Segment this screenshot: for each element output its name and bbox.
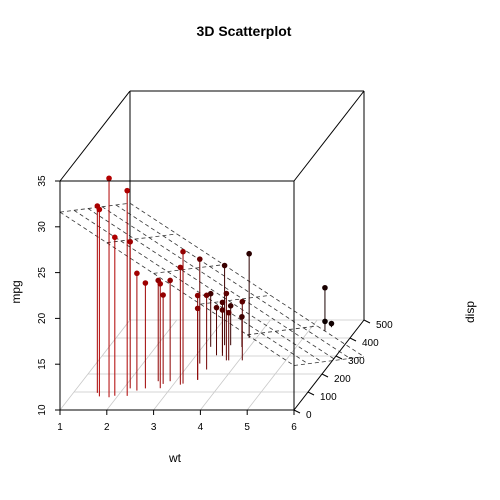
z-tick-label: 15 (37, 358, 48, 370)
x-tick-label: 3 (151, 422, 157, 433)
y-tick (321, 373, 329, 378)
data-point (196, 256, 203, 262)
data-point (177, 264, 184, 271)
x-tick-label: 4 (198, 422, 204, 433)
box-front-edges (59, 180, 365, 411)
y-tick-label: 0 (306, 410, 312, 421)
data-point (239, 298, 246, 305)
z-tick-label: 25 (37, 267, 48, 279)
data-points (94, 175, 335, 327)
data-point (225, 309, 232, 316)
floor-gridline-x (246, 319, 318, 411)
y-tick (349, 337, 357, 342)
data-point (227, 303, 234, 309)
y-tick-label: 100 (320, 392, 337, 403)
plane-gridline (59, 202, 131, 213)
data-point (203, 292, 210, 299)
plane-gridline (59, 211, 295, 366)
y-tick-label: 200 (334, 374, 351, 385)
plane-gridline (153, 264, 224, 274)
data-point (157, 280, 164, 287)
x-tick-label: 2 (104, 422, 110, 433)
plane-gridline (293, 356, 365, 366)
plane-gridline (115, 204, 351, 359)
y-axis-label: disp (463, 301, 477, 323)
data-point (239, 313, 245, 320)
data-point (124, 187, 130, 194)
regression-plane (59, 202, 365, 366)
y-tick-label: 500 (376, 320, 393, 331)
data-point (328, 320, 335, 327)
y-axis: 0 100 200 300 400 500 (293, 319, 393, 421)
plane-gridline (87, 208, 323, 363)
data-point (142, 280, 149, 286)
box-edge-front (293, 319, 365, 411)
drop-lines (96, 178, 332, 398)
data-point (96, 206, 103, 213)
plane-gridline (129, 202, 365, 358)
x-axis: 1 2 3 4 5 6 (57, 410, 297, 433)
data-point (223, 290, 230, 297)
data-point (106, 175, 112, 182)
z-tick-label: 30 (37, 221, 48, 233)
data-point (134, 270, 140, 277)
floor-gridline-x (200, 319, 271, 411)
plane-gridline (73, 209, 309, 365)
z-tick-label: 20 (37, 312, 48, 324)
data-point (194, 305, 201, 312)
x-tick-label: 5 (244, 422, 250, 433)
x-tick-label: 1 (57, 422, 63, 433)
plane-gridline (101, 206, 337, 361)
data-point (322, 318, 328, 325)
data-point (167, 277, 173, 284)
floor-gridline-x (106, 319, 178, 411)
y-tick-label: 400 (362, 338, 379, 349)
floor-gridline-x (153, 319, 224, 411)
floor-grid (59, 319, 365, 411)
box-edge-back (293, 90, 365, 182)
data-point (219, 299, 226, 306)
data-point (322, 284, 328, 291)
floor-gridline-x (59, 319, 131, 411)
box-back-edges (59, 90, 365, 320)
data-point (246, 250, 252, 257)
y-tick-label: 300 (348, 356, 365, 367)
data-point (219, 307, 226, 313)
box-edge-back (59, 90, 131, 182)
data-point (221, 262, 228, 269)
y-tick (335, 355, 343, 360)
y-tick (293, 409, 301, 414)
x-tick-label: 6 (291, 422, 297, 433)
plane-gridline (200, 294, 271, 305)
plane-gridline (247, 325, 318, 336)
y-tick (363, 319, 371, 324)
data-point (160, 292, 166, 298)
x-axis-label: wt (168, 451, 182, 465)
plane-gridline (106, 233, 177, 244)
chart-title: 3D Scatterplot (197, 23, 292, 39)
data-point (213, 304, 220, 311)
data-point (112, 234, 118, 241)
z-tick-label: 35 (37, 175, 48, 187)
data-point (127, 238, 133, 245)
data-point (180, 248, 186, 255)
data-point (194, 292, 201, 299)
z-tick-label: 10 (37, 404, 48, 416)
y-tick (307, 391, 315, 396)
z-axis-label: mpg (9, 280, 23, 303)
z-axis: 10 15 20 25 30 35 (37, 175, 60, 416)
